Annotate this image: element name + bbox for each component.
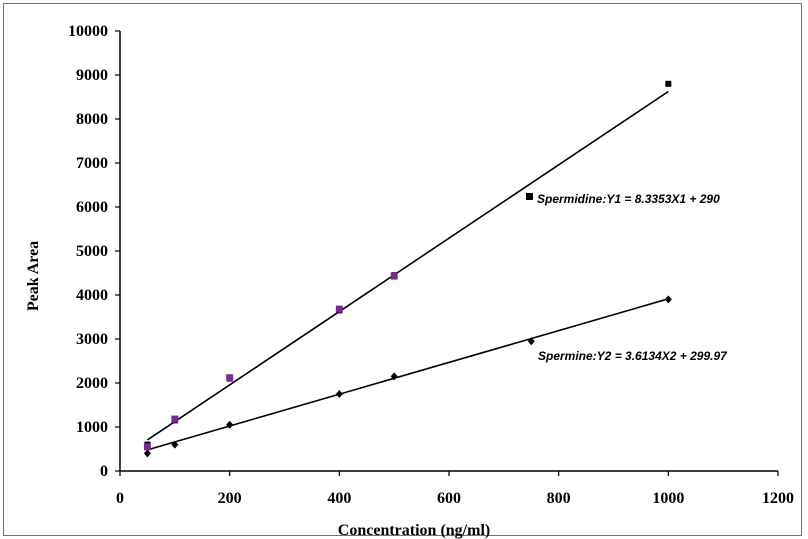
point-spermine bbox=[335, 390, 343, 398]
equation-marker bbox=[526, 193, 533, 200]
y-tick-label: 2000 bbox=[76, 375, 108, 392]
y-tick-label: 5000 bbox=[76, 243, 108, 260]
y-tick-label: 0 bbox=[100, 463, 108, 480]
point-spermine bbox=[390, 372, 398, 381]
y-tick-label: 8000 bbox=[76, 111, 108, 128]
x-tick-label: 1200 bbox=[762, 490, 794, 507]
fit-line-spermidine bbox=[146, 90, 669, 441]
point-spermine bbox=[143, 449, 151, 458]
point-spermidine bbox=[665, 80, 672, 87]
x-tick-label: 200 bbox=[218, 490, 242, 507]
x-tick-label: 0 bbox=[116, 490, 124, 507]
x-tick-label: 400 bbox=[327, 490, 351, 507]
y-tick-label: 7000 bbox=[76, 155, 108, 172]
axes bbox=[115, 30, 779, 476]
point-overlap bbox=[335, 305, 343, 313]
x-axis-title: Concentration (ng/ml) bbox=[338, 522, 490, 539]
y-tick-label: 6000 bbox=[76, 199, 108, 216]
labels: 0100020003000400050006000700080009000100… bbox=[25, 23, 794, 539]
x-tick-label: 1000 bbox=[652, 490, 684, 507]
fit-lines bbox=[146, 90, 669, 451]
point-spermine bbox=[664, 295, 672, 304]
point-overlap bbox=[226, 374, 234, 382]
point-overlap bbox=[171, 415, 179, 423]
y-tick-label: 1000 bbox=[76, 419, 108, 436]
point-overlap bbox=[143, 443, 151, 451]
equation-spermine: Spermine:Y2 = 3.6134X2 + 299.97 bbox=[538, 349, 728, 363]
y-axis-title: Peak Area bbox=[25, 241, 42, 311]
point-spermine bbox=[171, 440, 179, 449]
y-tick-label: 3000 bbox=[76, 331, 108, 348]
point-spermine bbox=[527, 337, 535, 346]
x-tick-label: 600 bbox=[437, 490, 461, 507]
point-overlap bbox=[390, 272, 398, 280]
fit-line-spermine bbox=[147, 298, 669, 451]
x-tick-label: 800 bbox=[547, 490, 571, 507]
y-tick-label: 9000 bbox=[76, 67, 108, 84]
y-tick-label: 10000 bbox=[68, 23, 108, 40]
y-tick-label: 4000 bbox=[76, 287, 108, 304]
point-spermine bbox=[226, 420, 234, 429]
equation-spermidine: Spermidine:Y1 = 8.3353X1 + 290 bbox=[537, 192, 720, 206]
data-points bbox=[143, 80, 672, 458]
